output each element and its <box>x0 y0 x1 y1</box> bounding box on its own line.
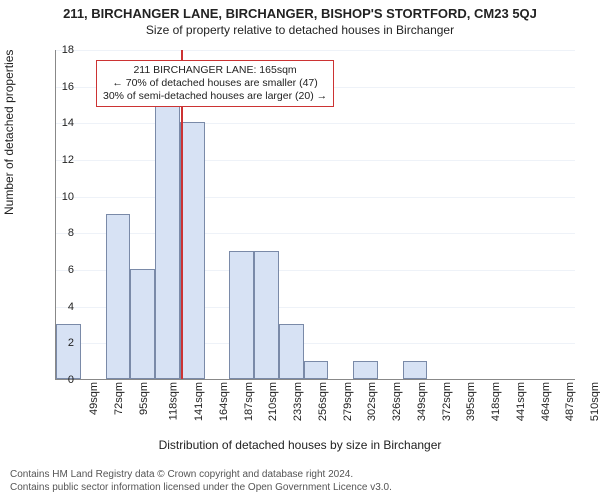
y-tick-label: 16 <box>62 81 74 93</box>
histogram-bar <box>106 214 131 379</box>
y-tick-label: 6 <box>68 264 74 276</box>
x-tick-label: 233sqm <box>292 382 304 421</box>
annotation-line: ← 70% of detached houses are smaller (47… <box>103 77 327 90</box>
x-tick-label: 279sqm <box>342 382 354 421</box>
histogram-bar <box>229 251 254 379</box>
x-tick-label: 72sqm <box>113 382 125 415</box>
footer-line-2: Contains public sector information licen… <box>10 482 392 495</box>
y-tick-label: 12 <box>62 154 74 166</box>
gridline <box>56 123 575 124</box>
x-tick-label: 326sqm <box>391 382 403 421</box>
plot-region: 211 BIRCHANGER LANE: 165sqm← 70% of deta… <box>55 50 575 380</box>
x-tick-label: 510sqm <box>589 382 600 421</box>
title-sub: Size of property relative to detached ho… <box>0 21 600 37</box>
x-tick-label: 349sqm <box>416 382 428 421</box>
x-tick-label: 141sqm <box>193 382 205 421</box>
histogram-bar <box>254 251 279 379</box>
y-tick-label: 2 <box>68 337 74 349</box>
x-tick-label: 487sqm <box>565 382 577 421</box>
histogram-bar <box>155 104 180 379</box>
annotation-line: 211 BIRCHANGER LANE: 165sqm <box>103 64 327 77</box>
x-tick-label: 49sqm <box>88 382 100 415</box>
x-tick-label: 118sqm <box>168 382 180 420</box>
annotation-box: 211 BIRCHANGER LANE: 165sqm← 70% of deta… <box>96 60 334 107</box>
footer-line-1: Contains HM Land Registry data © Crown c… <box>10 469 392 482</box>
gridline <box>56 50 575 51</box>
x-tick-label: 95sqm <box>138 382 150 415</box>
x-tick-label: 372sqm <box>441 382 453 421</box>
x-tick-label: 418sqm <box>490 382 502 421</box>
x-tick-label: 302sqm <box>367 382 379 421</box>
y-tick-label: 18 <box>62 44 74 56</box>
y-tick-label: 0 <box>68 374 74 386</box>
histogram-bar <box>353 361 378 379</box>
histogram-bar <box>304 361 329 379</box>
y-tick-label: 10 <box>62 191 74 203</box>
x-tick-label: 210sqm <box>267 382 279 421</box>
x-tick-label: 441sqm <box>515 382 527 421</box>
gridline <box>56 160 575 161</box>
x-tick-label: 164sqm <box>218 382 230 421</box>
y-tick-label: 4 <box>68 301 74 313</box>
histogram-bar <box>403 361 428 379</box>
x-tick-label: 395sqm <box>466 382 478 421</box>
x-tick-label: 256sqm <box>317 382 329 421</box>
histogram-bar <box>279 324 304 379</box>
histogram-bar <box>56 324 81 379</box>
histogram-bar <box>180 122 205 379</box>
gridline <box>56 197 575 198</box>
y-tick-label: 8 <box>68 227 74 239</box>
footer-attribution: Contains HM Land Registry data © Crown c… <box>10 469 392 494</box>
y-tick-label: 14 <box>62 117 74 129</box>
histogram-bar <box>130 269 155 379</box>
title-main: 211, BIRCHANGER LANE, BIRCHANGER, BISHOP… <box>0 0 600 21</box>
chart-area: 211 BIRCHANGER LANE: 165sqm← 70% of deta… <box>55 50 575 380</box>
x-axis-label: Distribution of detached houses by size … <box>0 438 600 452</box>
x-tick-label: 187sqm <box>243 382 255 421</box>
y-axis-label: Number of detached properties <box>2 50 16 215</box>
gridline <box>56 233 575 234</box>
x-tick-label: 464sqm <box>540 382 552 421</box>
annotation-line: 30% of semi-detached houses are larger (… <box>103 90 327 103</box>
